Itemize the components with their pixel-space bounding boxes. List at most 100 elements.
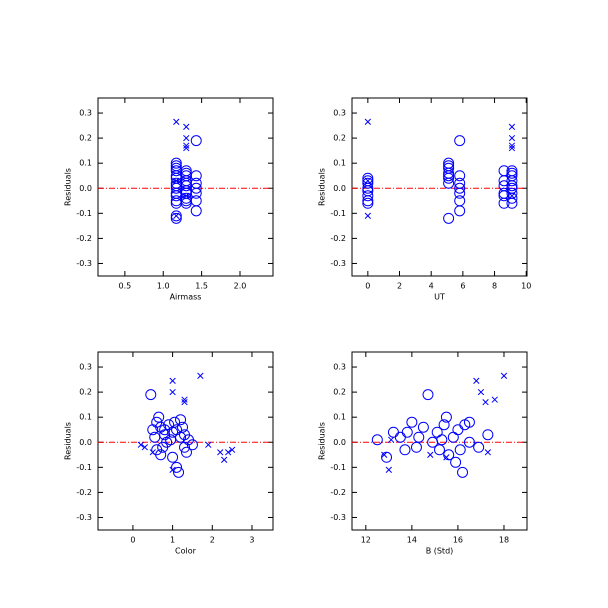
y-tick-label: 0.1	[79, 159, 92, 168]
x-tick-label: 2.0	[234, 282, 247, 291]
point-circle	[180, 446, 192, 458]
point-circle	[506, 192, 518, 204]
point-circle	[422, 389, 434, 401]
x-tick-label: 14	[407, 536, 417, 545]
y-tick-label: -0.3	[330, 259, 346, 268]
plot-frame	[97, 351, 274, 531]
panel: 0.3 0.2 0.1 0.0 -0.1 -0.2 -0.3 0.5 1.0 1.5 2.0 Airm…	[64, 97, 274, 302]
x-tick-label: 0	[365, 282, 370, 291]
point-x	[508, 192, 516, 199]
x-tick-label: 3	[249, 536, 254, 545]
point-circle	[179, 429, 191, 441]
point-x	[484, 449, 492, 456]
point-circle	[498, 175, 510, 187]
point-x	[137, 441, 145, 448]
point-circle	[170, 210, 182, 222]
point-circle	[498, 190, 510, 202]
x-tick-label: 0.5	[118, 282, 131, 291]
x-tick-label: 18	[499, 536, 509, 545]
point-circle	[482, 429, 494, 441]
y-tick-label: -0.3	[76, 259, 92, 268]
x-tick-label: 8	[492, 282, 497, 291]
point-circle	[440, 411, 452, 423]
plot-frame	[351, 351, 528, 531]
point-circle	[399, 444, 411, 456]
point-circle	[454, 205, 466, 217]
point-circle	[190, 182, 202, 194]
point-x	[385, 466, 392, 473]
point-circle	[180, 195, 192, 207]
point-circle	[180, 197, 192, 209]
point-circle	[454, 444, 466, 456]
x-tick-label: 2	[397, 282, 402, 291]
y-tick-label: 0.3	[79, 109, 92, 118]
point-x	[477, 388, 485, 396]
point-x	[427, 451, 434, 458]
y-tick-label: 0.1	[79, 413, 92, 422]
point-x	[173, 118, 180, 125]
panel: 0.3 0.2 0.1 0.0 -0.1 -0.2 -0.3 0 2 4 6 8 10 UT Residua…	[318, 97, 531, 302]
x-tick-label: 2	[210, 536, 215, 545]
point-circle	[362, 190, 374, 202]
point-x	[181, 396, 188, 403]
point-x	[183, 142, 190, 149]
plot-frame	[97, 97, 274, 277]
x-tick-label: 12	[361, 536, 371, 545]
point-circle	[443, 170, 455, 182]
point-x	[387, 436, 395, 443]
point-circle	[454, 182, 466, 194]
point-x	[508, 123, 516, 130]
point-circle	[463, 416, 475, 428]
point-circle	[454, 135, 466, 147]
y-tick-label: 0.0	[79, 184, 92, 193]
point-circle	[186, 439, 198, 451]
point-circle	[450, 456, 462, 468]
point-circle	[371, 434, 383, 446]
point-x	[217, 449, 224, 456]
point-circle	[169, 416, 181, 428]
point-circle	[362, 195, 374, 207]
point-circle	[506, 167, 518, 179]
point-x	[508, 144, 516, 152]
point-circle	[454, 170, 466, 182]
x-tick-label: 1.5	[195, 282, 208, 291]
x-tick-label: 6	[460, 282, 465, 291]
point-circle	[170, 190, 182, 202]
point-x	[364, 212, 371, 219]
y-tick-label: 0.3	[333, 363, 346, 372]
point-x	[169, 466, 176, 473]
point-x	[221, 456, 228, 463]
y-tick-label: -0.2	[330, 234, 346, 243]
y-tick-label: -0.3	[330, 513, 346, 522]
y-tick-label: 0.0	[333, 184, 346, 193]
point-circle	[457, 466, 469, 478]
y-tick-label: -0.2	[76, 234, 92, 243]
point-circle	[413, 431, 425, 443]
point-x	[482, 398, 489, 406]
point-circle	[190, 135, 202, 147]
point-circle	[406, 416, 418, 428]
point-circle	[362, 177, 374, 189]
point-circle	[417, 421, 429, 433]
y-tick-label: 0.0	[79, 438, 92, 447]
panel: 0.3 0.2 0.1 0.0 -0.1 -0.2 -0.3 12 14 16 18 B (Std) R…	[318, 351, 528, 556]
x-tick-label: 4	[429, 282, 434, 291]
point-circle	[454, 195, 466, 207]
y-tick-label: -0.2	[330, 488, 346, 497]
x-tick-label: 10	[521, 282, 531, 291]
y-tick-label: -0.1	[76, 209, 92, 218]
point-circle	[473, 441, 485, 453]
y-axis-label: Residuals	[64, 168, 73, 206]
y-axis-label: Residuals	[64, 422, 73, 460]
y-tick-label: -0.1	[76, 463, 92, 472]
point-circle	[447, 431, 459, 443]
y-tick-label: 0.0	[333, 438, 346, 447]
y-tick-label: 0.2	[79, 388, 92, 397]
y-tick-label: 0.1	[333, 413, 346, 422]
point-x	[169, 388, 176, 396]
point-circle	[167, 451, 179, 463]
point-x	[181, 398, 188, 406]
point-circle	[438, 419, 450, 431]
point-circle	[452, 424, 464, 436]
